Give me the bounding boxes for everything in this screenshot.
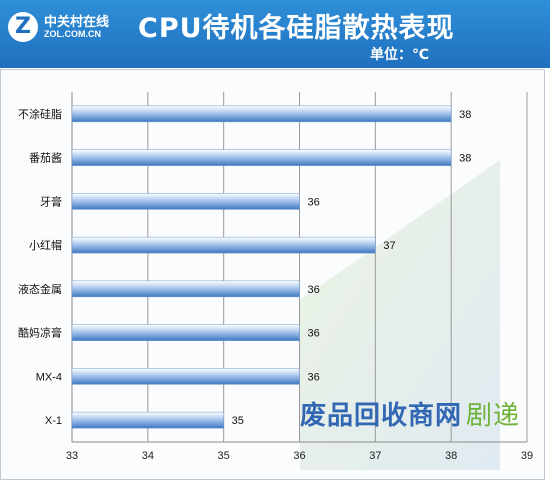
category-label: 牙膏 [40, 194, 62, 208]
value-label: 35 [232, 415, 244, 427]
x-tick-label: 35 [218, 450, 230, 462]
decorative-background-shape [300, 160, 500, 470]
category-label: 不涂硅脂 [18, 107, 62, 121]
bar [71, 324, 300, 341]
bar [71, 236, 376, 254]
x-tick-label: 34 [142, 450, 154, 462]
value-label: 38 [459, 153, 471, 165]
bars [71, 105, 452, 429]
watermark-sub-text: 剧递 [466, 400, 521, 430]
watermark-main-text: 废品回收商网 [300, 400, 463, 430]
bar [71, 193, 300, 210]
category-label: MX-4 [36, 371, 62, 383]
x-tick-label: 38 [445, 450, 457, 462]
x-tick-label: 39 [521, 450, 533, 462]
bar [71, 411, 224, 429]
value-label: 36 [308, 371, 320, 383]
category-label: 小红帽 [29, 239, 62, 252]
labels: 33 34 35 36 37 38 39 不涂硅脂 38 番茄酱 38 牙膏 36 小红帽 37 液态金属 36… [18, 107, 533, 462]
x-tick-label: 37 [369, 450, 381, 462]
bar [71, 280, 300, 298]
logo-chinese-text: 中关村在线 [44, 14, 110, 29]
value-label: 37 [383, 240, 395, 252]
zol-logo-icon: Z [8, 12, 38, 42]
x-tick-label: 33 [66, 450, 78, 462]
watermark: 废品回收商网 剧递 [300, 395, 520, 432]
value-label: 36 [308, 196, 320, 208]
category-label: 酷妈凉膏 [18, 326, 62, 340]
value-label: 36 [308, 328, 320, 340]
value-label: 36 [308, 284, 320, 296]
bar [71, 105, 452, 123]
header-banner: Z 中关村在线 ZOL.COM.CN CPU待机各硅脂散热表现 单位：℃ [0, 0, 550, 68]
category-label: 液态金属 [18, 282, 62, 296]
category-label: X-1 [45, 415, 62, 427]
bar [71, 368, 300, 385]
unit-label: 单位：℃ [370, 46, 429, 62]
chart-title: CPU待机各硅脂散热表现 [138, 13, 455, 44]
x-tick-label: 36 [293, 450, 305, 462]
bar [71, 149, 452, 166]
logo-english-text: ZOL.COM.CN [44, 29, 101, 39]
value-label: 38 [459, 109, 471, 121]
category-label: 番茄酱 [29, 151, 62, 165]
